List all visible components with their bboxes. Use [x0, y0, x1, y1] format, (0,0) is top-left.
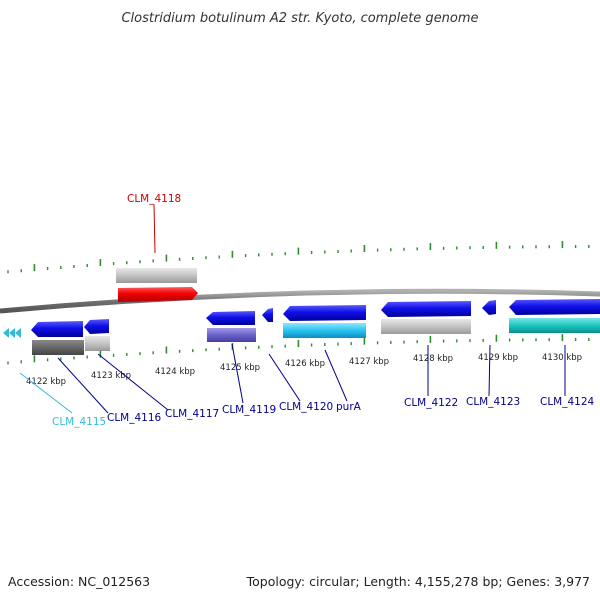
label-clm-4124[interactable]: CLM_4124: [540, 396, 595, 408]
feature-clm-4116-cds[interactable]: [31, 321, 83, 337]
genome-backbone: [0, 288, 600, 314]
feature-clm-4122-cds[interactable]: [381, 301, 471, 317]
feature-clm-4115-arrows[interactable]: [3, 328, 21, 338]
label-clm-4117[interactable]: CLM_4117: [165, 408, 219, 420]
label-leader-lines: [19, 204, 566, 414]
kbp-label-4130: 4130 kbp: [542, 353, 582, 363]
feature-clm-4123-cds[interactable]: [482, 300, 496, 315]
kbp-scale-labels: 4122 kbp 4123 kbp 4124 kbp 4125 kbp 4126…: [26, 353, 582, 387]
feature-clm-4118-cds[interactable]: [118, 287, 198, 302]
kbp-label-4125: 4125 kbp: [220, 363, 260, 373]
kbp-label-4127: 4127 kbp: [349, 357, 389, 367]
label-clm-4119[interactable]: CLM_4119: [222, 404, 276, 416]
feature-clm-4117-cds[interactable]: [84, 319, 109, 334]
label-clm-4122[interactable]: CLM_4122: [404, 397, 458, 409]
label-clm-4116[interactable]: CLM_4116: [107, 412, 162, 424]
feature-pura-gene[interactable]: [283, 323, 366, 338]
kbp-label-4129: 4129 kbp: [478, 353, 518, 363]
feature-clm-4117-gene[interactable]: [85, 336, 110, 351]
reverse-strand: [3, 299, 600, 355]
label-clm-4118[interactable]: CLM_4118: [127, 193, 181, 205]
genome-summary-text: Topology: circular; Length: 4,155,278 bp…: [246, 574, 590, 589]
outer-tick-ring: [7, 241, 590, 274]
feature-clm-4116-gene[interactable]: [32, 340, 84, 355]
kbp-label-4126: 4126 kbp: [285, 359, 325, 369]
forward-strand: [116, 268, 198, 302]
accession-text: Accession: NC_012563: [8, 574, 150, 589]
kbp-label-4128: 4128 kbp: [413, 354, 453, 364]
map-title: Clostridium botulinum A2 str. Kyoto, com…: [121, 11, 478, 26]
label-clm-4115[interactable]: CLM_4115: [52, 416, 106, 428]
feature-clm-4122-gene[interactable]: [381, 319, 471, 334]
inner-tick-ring: [7, 334, 590, 365]
label-pura[interactable]: purA: [336, 401, 362, 413]
feature-clm-4119-cds[interactable]: [206, 311, 255, 325]
feature-clm-4124-gene[interactable]: [509, 318, 600, 333]
feature-clm-4119-gene[interactable]: [207, 328, 256, 342]
kbp-label-4124: 4124 kbp: [155, 367, 195, 377]
kbp-label-4122: 4122 kbp: [26, 377, 66, 387]
feature-clm-4124-cds[interactable]: [509, 299, 600, 315]
label-clm-4120[interactable]: CLM_4120: [279, 401, 333, 413]
kbp-label-4123: 4123 kbp: [91, 371, 131, 381]
feature-clm-4120-cds[interactable]: [262, 308, 273, 322]
feature-clm-4118-gene[interactable]: [116, 268, 197, 283]
label-clm-4123[interactable]: CLM_4123: [466, 396, 520, 408]
feature-pura-cds[interactable]: [283, 305, 366, 321]
gene-labels: CLM_4118 CLM_4115 CLM_4116 CLM_4117 CLM_…: [52, 193, 595, 428]
